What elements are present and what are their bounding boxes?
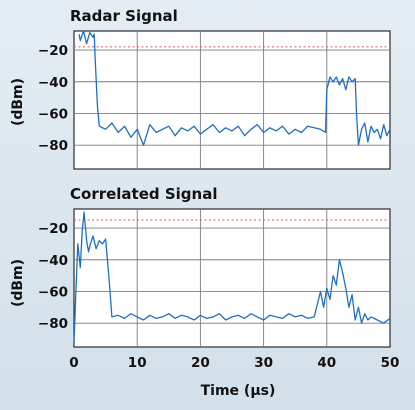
correlated-signal-panel: Correlated Signal −20 −40 −60 −80 0 10 20 30 40… (10, 185, 399, 399)
correlated-signal-title: Correlated Signal (70, 185, 217, 203)
radar-y-tick-60: −60 (38, 106, 68, 122)
correlated-y-tick-20: −20 (38, 221, 68, 237)
radar-y-tick-40: −40 (38, 75, 68, 91)
radar-series-0 (78, 30, 391, 146)
radar-plot-area (73, 30, 391, 170)
radar-y-tick-20: −20 (38, 43, 68, 59)
radar-gridlines (74, 31, 390, 169)
x-tick-40: 40 (317, 355, 336, 371)
correlated-y-tick-80: −80 (38, 316, 68, 332)
x-axis-label: Time (μs) (201, 383, 276, 399)
x-tick-20: 20 (191, 355, 210, 371)
radar-y-axis-label: (dBm) (10, 78, 26, 126)
correlated-y-tick-60: −60 (38, 284, 68, 300)
x-tick-10: 10 (128, 355, 147, 371)
radar-y-tick-80: −80 (38, 138, 68, 154)
correlated-trace (73, 211, 391, 343)
correlated-y-tick-40: −40 (38, 253, 68, 269)
correlated-y-axis-label: (dBm) (10, 259, 26, 307)
x-tick-0: 0 (69, 355, 78, 371)
correlated-gridlines (74, 209, 390, 347)
correlated-y-tick-labels: −20 −40 −60 −80 (38, 221, 68, 332)
x-tick-50: 50 (381, 355, 400, 371)
x-tick-labels: 0 10 20 30 40 50 (69, 355, 399, 371)
radar-trace (78, 30, 391, 146)
radar-signal-panel: Radar Signal −20 −40 −60 −80 (dBm) (10, 7, 391, 170)
radar-y-tick-labels: −20 −40 −60 −80 (38, 43, 68, 154)
x-tick-30: 30 (254, 355, 273, 371)
correlated-series-0 (73, 211, 391, 343)
radar-signal-title: Radar Signal (70, 7, 178, 25)
correlated-plot-area (73, 208, 391, 348)
